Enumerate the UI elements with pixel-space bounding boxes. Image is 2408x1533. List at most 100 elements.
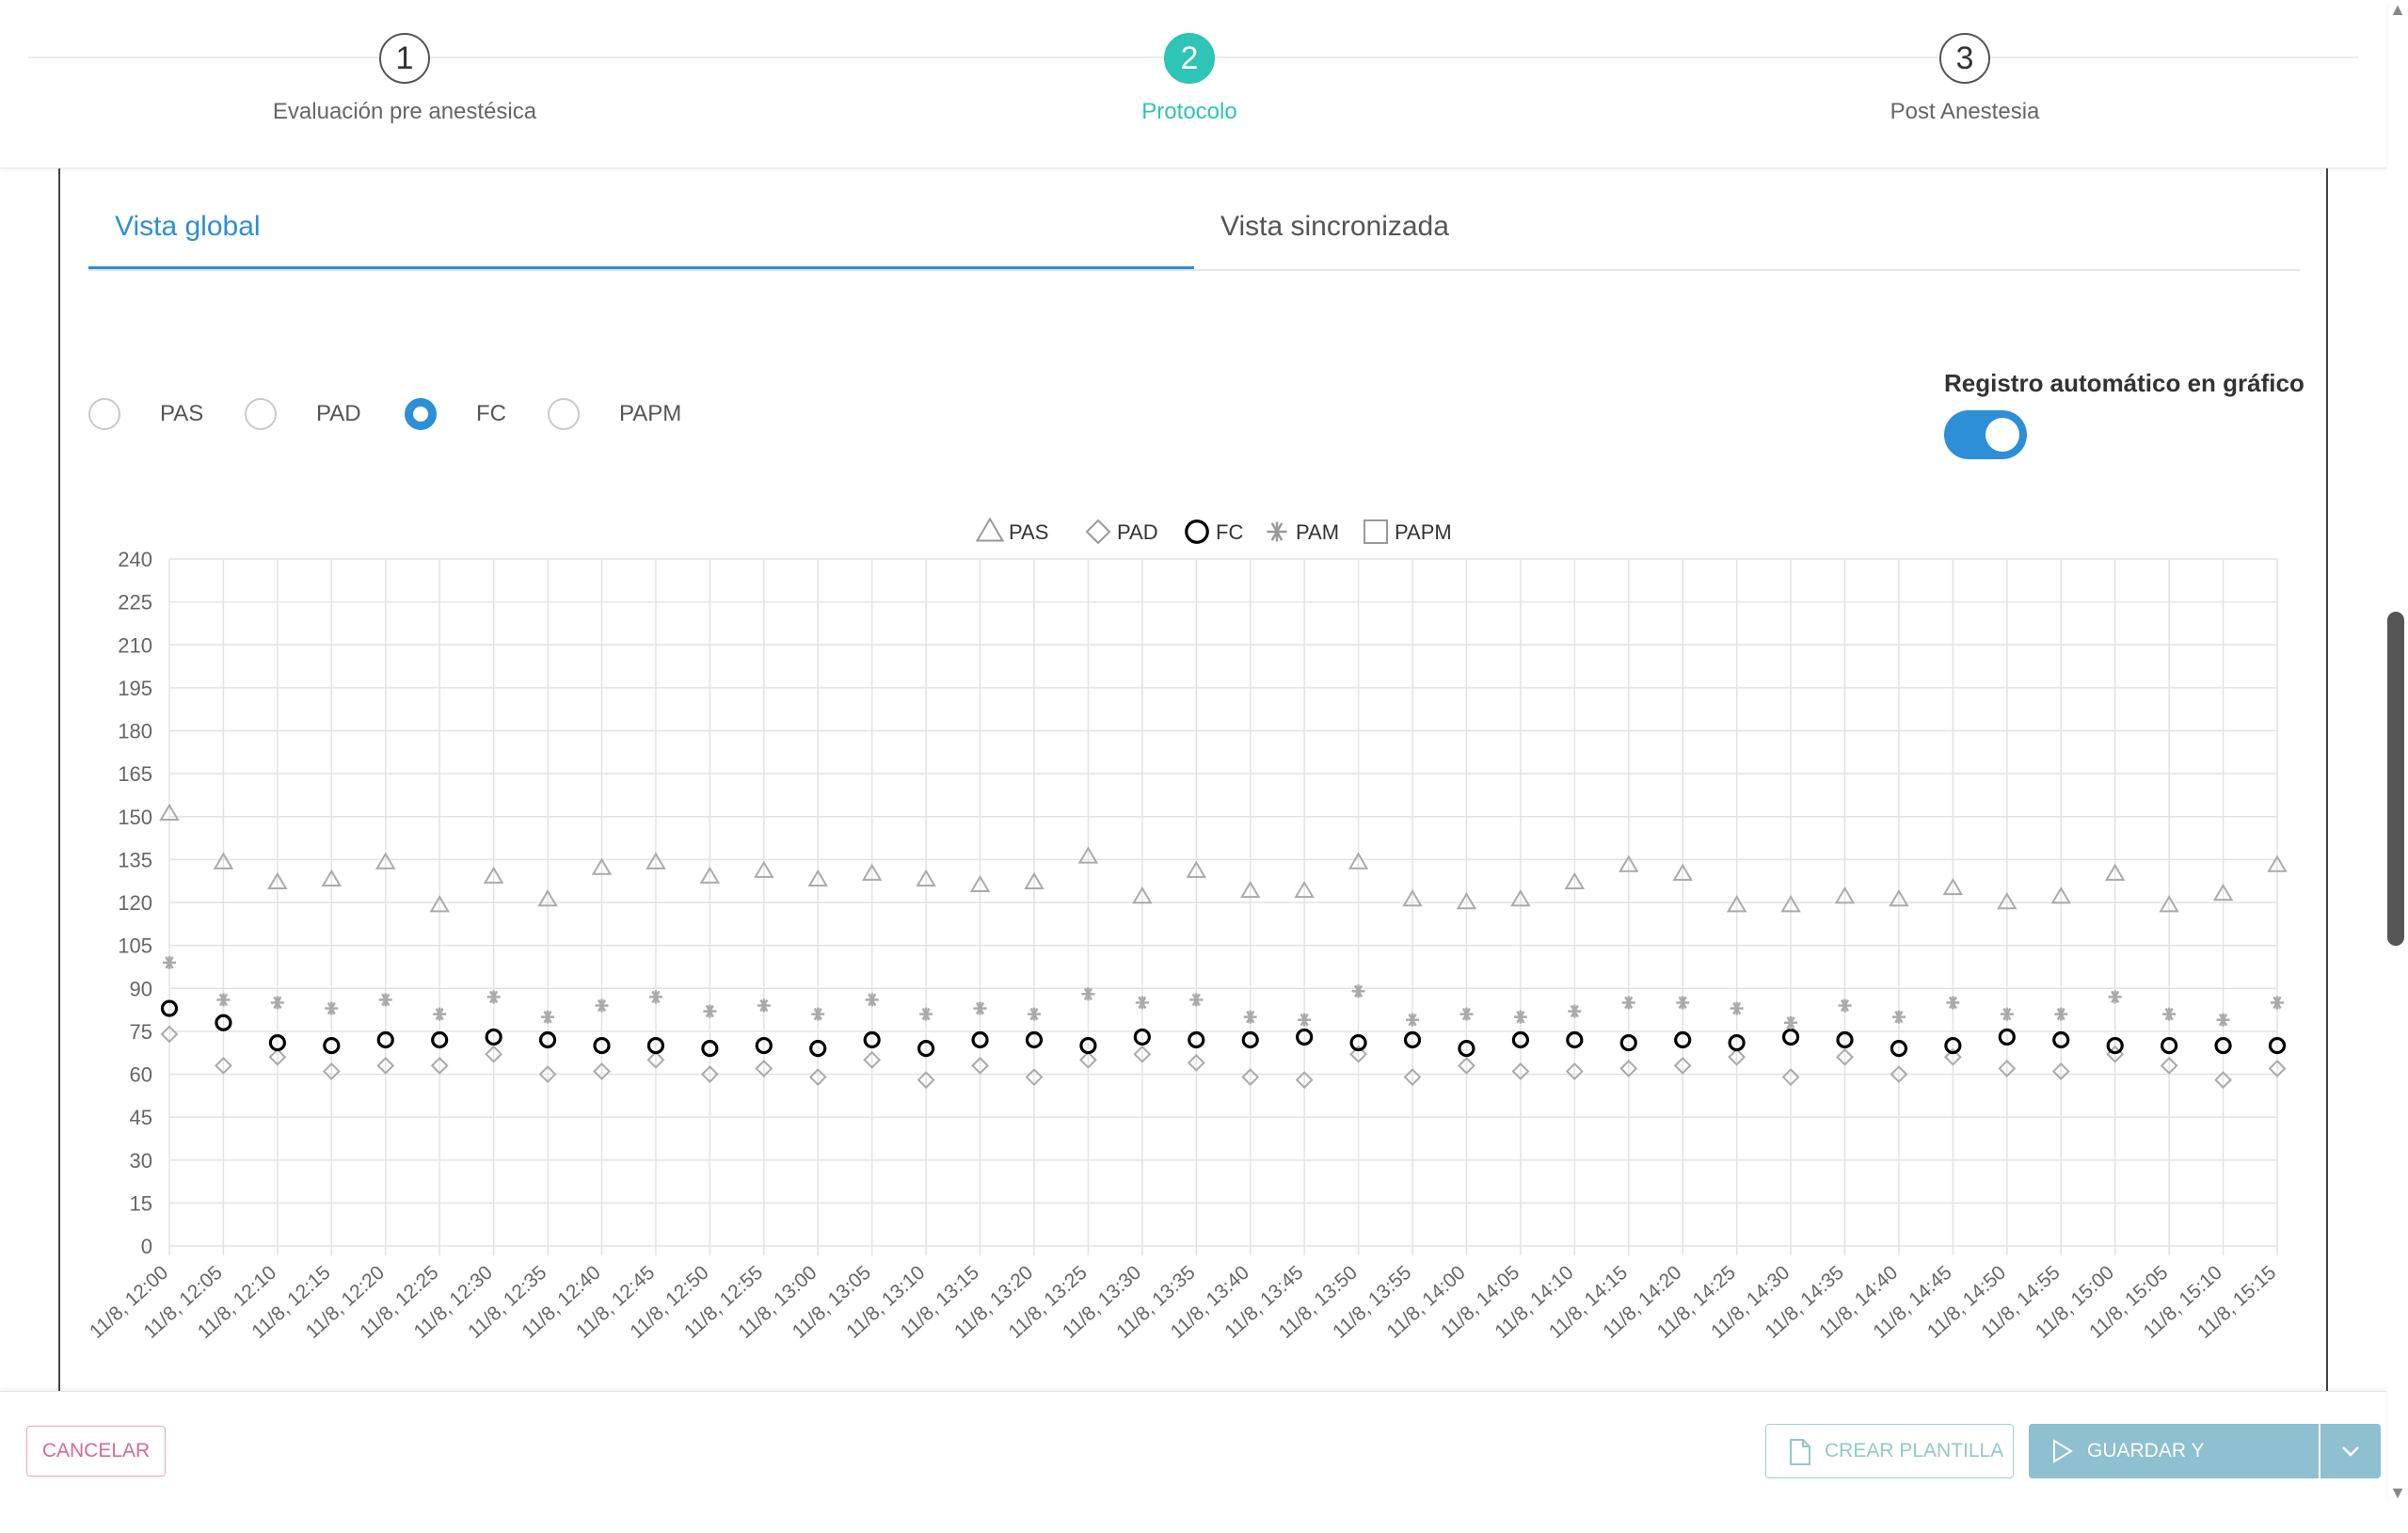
stepper: 1 Evaluación pre anestésica 2 Protocolo … (0, 0, 2386, 168)
series-fc (160, 999, 2287, 1058)
tab-vista-global[interactable]: Vista global (88, 186, 1194, 269)
point-pas (2159, 895, 2179, 913)
point-pas (1186, 860, 1207, 878)
point-pad (1241, 1068, 1260, 1086)
point-fc (593, 1036, 611, 1055)
step-post-anestesia[interactable]: 3 Post Anestesia (1777, 33, 2153, 125)
point-pas (861, 863, 883, 881)
radio-circle[interactable] (88, 398, 120, 430)
point-pam (1784, 1015, 1798, 1030)
point-pam (270, 996, 284, 1010)
point-fc (971, 1030, 989, 1049)
point-pam (486, 990, 501, 1004)
point-fc (1079, 1036, 1097, 1055)
radio-circle[interactable] (405, 398, 437, 430)
point-pam (1459, 1007, 1474, 1021)
y-tick-label: 30 (130, 1149, 152, 1173)
save-continue-button[interactable]: GUARDAR Y CONTINUAR (2029, 1424, 2319, 1516)
point-pam (2000, 1007, 2014, 1021)
point-fc (1296, 1028, 1314, 1046)
series-pad (160, 1025, 2287, 1089)
legend-marker-fc (1185, 519, 1209, 544)
point-pam (2162, 1007, 2177, 1021)
point-pam (1135, 996, 1149, 1010)
point-pam (703, 1004, 717, 1018)
chevron-down-icon (2342, 1446, 2359, 1457)
scroll-up-icon[interactable]: ▲ (2389, 0, 2406, 19)
point-pad (376, 1056, 395, 1075)
legend-marker-pad (1085, 519, 1111, 545)
point-pad (1025, 1068, 1044, 1086)
step-number: 1 (379, 33, 430, 84)
y-tick-label: 180 (118, 720, 152, 743)
point-pam (1027, 1007, 1041, 1021)
point-fc (485, 1028, 502, 1046)
radio-label: FC (476, 401, 506, 426)
radio-pad[interactable]: PAD (245, 395, 361, 433)
point-fc (1025, 1030, 1044, 1049)
document-icon (1790, 1439, 1810, 1465)
point-pas (1564, 871, 1586, 890)
radio-pas[interactable]: PAS (88, 395, 203, 433)
tab-vista-sincronizada[interactable]: Vista sincronizada (1220, 211, 1449, 242)
point-pam (163, 955, 176, 969)
protocol-panel (58, 168, 2328, 1391)
point-pad (2214, 1071, 2232, 1089)
point-pas (375, 852, 396, 870)
y-tick-label: 0 (141, 1235, 152, 1258)
legend-marker-pas (975, 517, 1005, 542)
point-pad (646, 1050, 665, 1069)
auto-register-label: Registro automático en gráfico (1944, 369, 2304, 397)
step-label: Post Anestesia (1890, 99, 2040, 124)
step-evaluacion[interactable]: 1 Evaluación pre anestésica (216, 33, 593, 125)
point-pam (1513, 1010, 1527, 1024)
view-tabs: Vista global Vista sincronizada (88, 186, 2300, 271)
step-label: Evaluación pre anestésica (272, 99, 537, 124)
point-pas (1456, 892, 1477, 910)
auto-register-toggle[interactable] (1944, 410, 2027, 459)
cancel-button[interactable]: CANCELAR (26, 1426, 166, 1477)
series-pas (159, 803, 2288, 913)
y-tick-label: 120 (118, 891, 152, 915)
y-tick-label: 135 (118, 848, 152, 871)
radio-papm[interactable]: PAPM (548, 395, 681, 433)
point-fc (863, 1030, 881, 1049)
footer-bar: CANCELAR CREAR PLANTILLA GUARDAR Y CONTI… (0, 1391, 2386, 1516)
radio-label: PAPM (619, 401, 682, 426)
point-fc (646, 1036, 665, 1055)
point-pam (1406, 1013, 1420, 1027)
point-pas (591, 857, 613, 875)
point-pam (1243, 1010, 1257, 1024)
point-fc (2106, 1036, 2124, 1055)
point-pam (648, 990, 662, 1004)
scroll-down-icon[interactable]: ▼ (2389, 1483, 2406, 1502)
point-pas (1239, 880, 1261, 899)
point-pas (699, 866, 721, 884)
point-pad (755, 1060, 773, 1078)
save-options-button[interactable] (2320, 1424, 2381, 1478)
scrollbar-thumb[interactable] (2387, 612, 2404, 946)
point-pam (2271, 996, 2284, 1010)
point-pad (593, 1062, 611, 1080)
point-pam (2108, 990, 2122, 1004)
point-pas (646, 852, 666, 870)
y-tick-label: 105 (118, 934, 152, 958)
point-pad (1565, 1062, 1584, 1080)
radio-circle[interactable] (245, 398, 277, 430)
step-protocolo[interactable]: 2 Protocolo (1001, 33, 1378, 125)
legend-label-pas: PAS (1009, 520, 1048, 544)
radio-circle[interactable] (548, 398, 580, 430)
create-template-button[interactable]: CREAR PLANTILLA (1765, 1424, 2014, 1478)
legend-label-pam: PAM (1296, 520, 1339, 544)
legend-marker-papm (1363, 519, 1388, 544)
point-pam (216, 993, 231, 1007)
point-pas (1024, 871, 1045, 890)
point-pam (1730, 1001, 1744, 1015)
radio-fc[interactable]: FC (405, 395, 506, 433)
point-pad (2268, 1060, 2287, 1078)
point-fc (1944, 1036, 1962, 1055)
point-pad (1836, 1047, 1854, 1066)
point-pam (919, 1007, 933, 1021)
point-pas (2104, 863, 2126, 881)
point-fc (376, 1030, 394, 1049)
